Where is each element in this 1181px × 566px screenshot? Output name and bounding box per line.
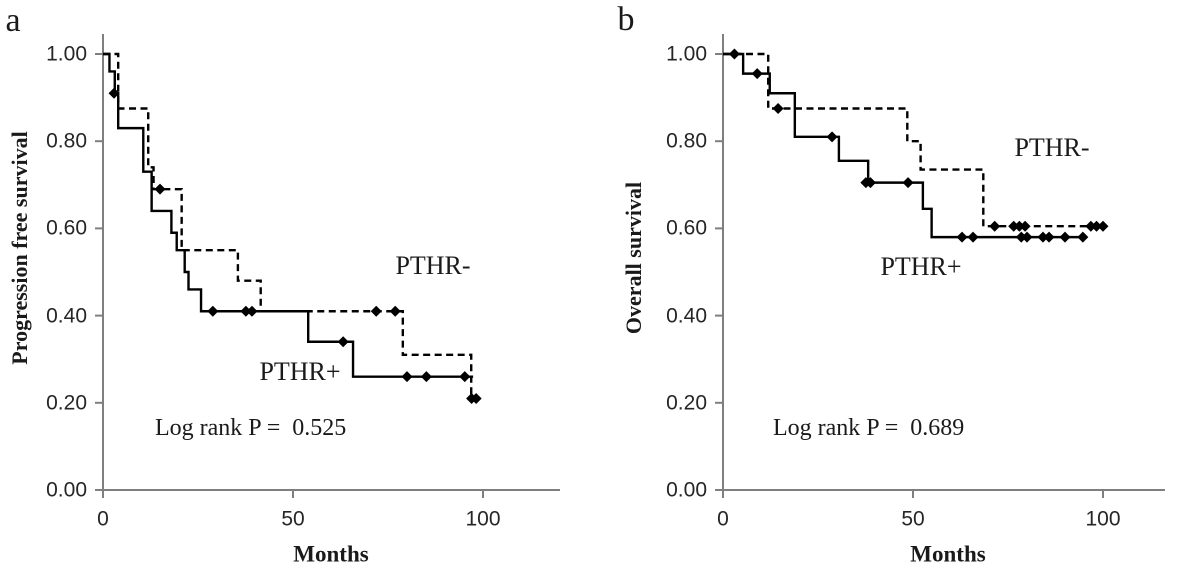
panel-b-censor-diamond-icon: [989, 220, 1001, 232]
panel-a-censor-diamond-icon: [459, 371, 471, 383]
panel-b-y-tick-label: 0.80: [666, 129, 707, 153]
panel-b-x-tick-label: 100: [1085, 507, 1121, 531]
panel-a-series-pthr-plus-line: [103, 52, 474, 378]
panel-b-censor-diamond-icon: [902, 177, 914, 189]
panel-b-y-axis-title: Overall survival: [621, 181, 646, 335]
panel-b-censor-diamond-icon: [1037, 231, 1049, 243]
panel-a-censor-diamond-icon: [401, 371, 413, 383]
panel-a-x-tick-label: 0: [97, 507, 109, 531]
panel-a-censor-diamond-icon: [337, 336, 349, 348]
panel-b-letter: b: [617, 1, 635, 38]
panel-b-censor-diamond-icon: [1015, 231, 1027, 243]
panel-b-censor-diamond-icon: [1013, 220, 1025, 232]
panel-b-censor-diamond-icon: [967, 231, 979, 243]
panel-a-y-axis-title: Progression free survival: [7, 131, 32, 365]
panel-b-censor-diamond-icon: [1008, 220, 1020, 232]
panel-b-censor-diamond-icon: [956, 231, 968, 243]
panel-b-censor-diamond-icon: [1043, 231, 1055, 243]
panel-b-censor-diamond-icon: [1085, 220, 1097, 232]
panel-b-censor-diamond-icon: [1077, 231, 1089, 243]
panel-a-censor-diamond-icon: [389, 305, 401, 317]
panel-a-censor-diamond-icon: [154, 183, 166, 195]
panel-a-y-tick-label: 0.80: [46, 129, 87, 153]
panel-b-censor-diamond-icon: [1097, 220, 1109, 232]
panel-b-y-tick-label: 0.40: [666, 304, 707, 328]
panel-a-series-pthr-minus-line: [103, 52, 478, 400]
panel-b-y-tick-label: 0.00: [666, 478, 707, 502]
panel-a-y-tick-label: 0.40: [46, 304, 87, 328]
panel-a-series-label-pthr-minus: PTHR-: [395, 251, 471, 280]
panel-b-series-label-pthr-plus: PTHR+: [880, 252, 962, 281]
panel-b-y-tick-label: 0.20: [666, 391, 707, 415]
panel-b-censor-diamond-icon: [1019, 220, 1031, 232]
panel-b-censor-diamond-icon: [751, 68, 763, 80]
panel-b-x-tick-label: 0: [717, 507, 729, 531]
panel-b-series-label-pthr-minus: PTHR-: [1014, 133, 1090, 162]
panel-b-censor-diamond-icon: [826, 131, 838, 143]
panel-b-censor-diamond-icon: [772, 103, 784, 114]
panel-a-censor-diamond-icon: [108, 87, 120, 99]
panel-b-y-tick-label: 1.00: [666, 42, 707, 66]
panel-a-censor-diamond-icon: [246, 305, 258, 317]
panel-a-censor-diamond-icon: [420, 371, 432, 383]
panel-b-censor-diamond-icon: [1059, 231, 1071, 243]
panel-a-x-axis-title: Months: [293, 541, 369, 566]
panel-a-y-tick-label: 0.20: [46, 391, 87, 415]
panel-b-x-axis-title: Months: [910, 541, 986, 566]
panel-a-x-tick-label: 50: [281, 507, 305, 531]
panel-a-y-tick-label: 1.00: [46, 42, 87, 66]
panel-b-x-tick-label: 50: [901, 507, 925, 531]
panel-a-censor-diamond-icon: [370, 305, 382, 317]
panel-a-x-tick-label: 100: [465, 507, 501, 531]
panel-b-logrank-annotation: Log rank P = 0.689: [773, 415, 965, 441]
panel-a-logrank-annotation: Log rank P = 0.525: [155, 415, 347, 441]
panel-b-censor-diamond-icon: [728, 48, 740, 60]
panel-a-series-label-pthr-plus: PTHR+: [259, 357, 341, 386]
panel-a-censor-diamond-icon: [240, 305, 252, 317]
panel-b-censor-diamond-icon: [1091, 220, 1103, 232]
panel-b-series-pthr-minus-line: [723, 52, 1107, 228]
panel-b-censor-diamond-icon: [1021, 231, 1033, 243]
panel-a-letter: a: [5, 2, 21, 39]
panel-a-censor-diamond-icon: [207, 305, 219, 317]
panel-b-censor-diamond-icon: [864, 177, 876, 189]
panel-a-y-tick-label: 0.00: [46, 478, 87, 502]
panel-b-y-tick-label: 0.60: [666, 216, 707, 240]
panel-a-censor-diamond-icon: [470, 392, 482, 404]
panel-a-y-tick-label: 0.60: [46, 216, 87, 240]
